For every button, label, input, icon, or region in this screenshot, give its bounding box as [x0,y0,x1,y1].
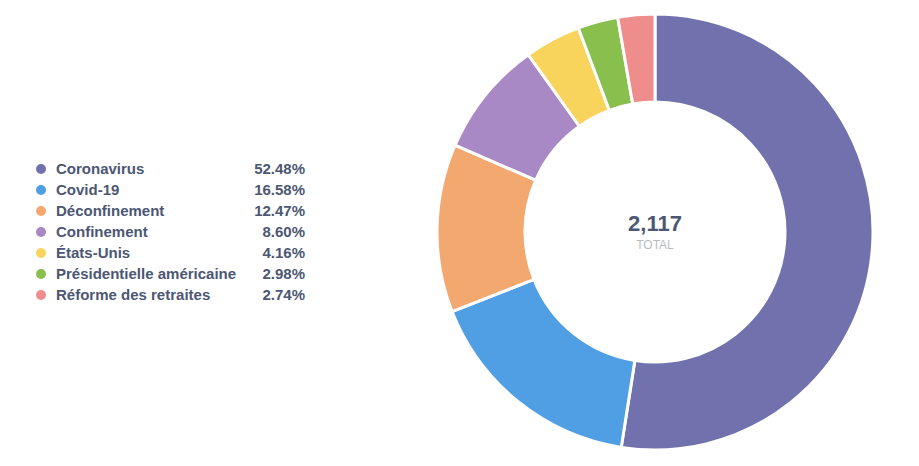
legend-swatch [36,248,46,258]
total-text: TOTAL [636,238,674,252]
legend-swatch [36,206,46,216]
legend-swatch [36,185,46,195]
legend-label: Réforme des retraites [56,286,210,303]
slices [437,14,873,450]
legend-label: Coronavirus [56,160,144,177]
legend-value: 12.47% [254,202,305,219]
legend-swatch [36,164,46,174]
legend-value: 16.58% [254,181,305,198]
legend: Coronavirus 52.48% Covid-19 16.58% Déconfine… [36,160,305,303]
legend-label: Déconfinement [56,202,164,219]
legend-value: 52.48% [254,160,305,177]
slice [618,14,655,104]
legend-value: 8.60% [262,223,305,240]
legend-label: Présidentielle américaine [56,265,236,282]
legend-swatch [36,227,46,237]
legend-label: Confinement [56,223,148,240]
slice [452,279,635,447]
total-value: 2,117 [628,211,682,236]
legend-swatch [36,290,46,300]
legend-value: 2.98% [262,265,305,282]
slice [621,14,873,450]
legend-value: 4.16% [262,244,305,261]
legend-label: États-Unis [56,244,130,261]
legend-label: Covid-19 [56,181,119,198]
legend-value: 2.74% [262,286,305,303]
legend-swatch [36,269,46,279]
chart: 2,117 TOTAL Coronavirus 52.48% Covid-19 16.58… [0,0,919,466]
